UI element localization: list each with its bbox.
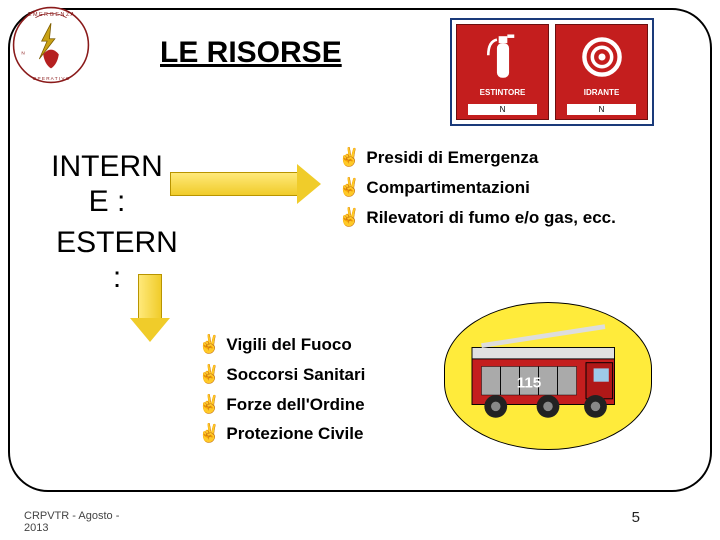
safety-signs-panel: ESTINTORE N IDRANTE N <box>450 18 654 126</box>
list-item-text: Protezione Civile <box>226 424 363 444</box>
intern-label: INTERN E : <box>32 150 182 219</box>
bullet-icon: ✌ <box>198 424 220 444</box>
list-item-text: Vigili del Fuoco <box>226 335 351 355</box>
hydrant-label: IDRANTE <box>584 89 620 98</box>
svg-text:N: N <box>21 50 24 55</box>
extinguisher-n: N <box>468 104 538 115</box>
list-item: ✌ Vigili del Fuoco <box>198 335 438 355</box>
arrow-estern <box>126 274 186 334</box>
list-item: ✌ Forze dell'Ordine <box>198 395 438 415</box>
bullet-icon: ✌ <box>198 335 220 355</box>
slide-title: LE RISORSE <box>160 36 342 70</box>
list-item-text: Soccorsi Sanitari <box>226 365 365 385</box>
extinguisher-sign: ESTINTORE N <box>456 24 549 120</box>
page-number: 5 <box>632 509 640 526</box>
list-item: ✌ Protezione Civile <box>198 424 438 444</box>
bullet-icon: ✌ <box>338 208 360 228</box>
hydrant-sign: IDRANTE N <box>555 24 648 120</box>
list-item-text: Forze dell'Ordine <box>226 395 364 415</box>
extinguisher-label: ESTINTORE <box>480 89 526 98</box>
bullet-icon: ✌ <box>198 395 220 415</box>
hydrant-icon <box>574 29 630 85</box>
firetruck-highlight: 115 <box>444 302 652 450</box>
svg-text:115: 115 <box>517 374 542 391</box>
list-item: ✌ Presidi di Emergenza <box>338 148 658 168</box>
firetruck-icon: 115 <box>453 316 643 436</box>
estern-resources-list: ✌ Vigili del Fuoco ✌ Soccorsi Sanitari ✌ Forz… <box>198 335 438 454</box>
list-item: ✌ Compartimentazioni <box>338 178 658 198</box>
arrow-intern <box>170 164 321 204</box>
intern-resources-list: ✌ Presidi di Emergenza ✌ Compartimentazioni… <box>338 148 658 237</box>
hydrant-n: N <box>567 104 637 115</box>
extinguisher-icon <box>475 29 531 85</box>
svg-text:O P E R A T I V O: O P E R A T I V O <box>33 76 70 81</box>
bullet-icon: ✌ <box>338 178 360 198</box>
footer-source: CRPVTR - Agosto - 2013 <box>24 510 119 534</box>
list-item-text: Rilevatori di fumo e/o gas, ecc. <box>366 208 615 228</box>
svg-text:E M E R G E N Z A: E M E R G E N Z A <box>28 12 75 18</box>
bullet-icon: ✌ <box>198 365 220 385</box>
list-item-text: Compartimentazioni <box>366 178 529 198</box>
bullet-icon: ✌ <box>338 148 360 168</box>
list-item-text: Presidi di Emergenza <box>366 148 538 168</box>
list-item: ✌ Rilevatori di fumo e/o gas, ecc. <box>338 208 658 228</box>
list-item: ✌ Soccorsi Sanitari <box>198 365 438 385</box>
emergency-logo: E M E R G E N Z A O P E R A T I V O N <box>12 6 90 84</box>
